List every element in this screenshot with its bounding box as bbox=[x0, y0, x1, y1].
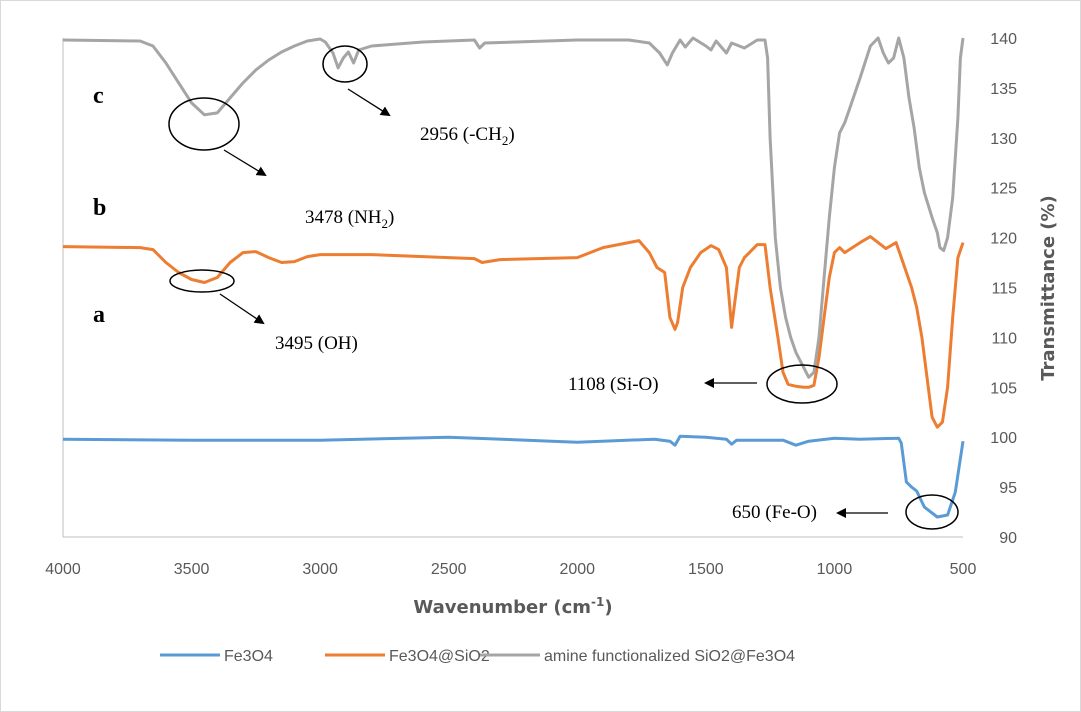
y-tick-label: 115 bbox=[991, 281, 1017, 298]
legend-label-1: Fe3O4 bbox=[224, 648, 273, 665]
series-line-3 bbox=[62, 36, 965, 379]
feo-peak-circle bbox=[905, 494, 959, 530]
x-tick-label: 1500 bbox=[688, 561, 724, 578]
y-tick-label: 140 bbox=[990, 31, 1017, 48]
y-tick-labels: 90 95 100 105 110 115 120 125 130 135 140 bbox=[990, 31, 1017, 547]
x-tick-label: 1000 bbox=[817, 561, 853, 578]
x-tick-label: 4000 bbox=[45, 561, 81, 578]
x-tick-label: 2500 bbox=[431, 561, 467, 578]
y-tick-label: 110 bbox=[991, 330, 1017, 347]
sio-peak-circle bbox=[766, 364, 838, 404]
series-group bbox=[62, 36, 965, 519]
curve-label-a: a bbox=[93, 302, 105, 328]
nh2-annotation: 3478 (NH2) bbox=[305, 207, 394, 231]
nh2-arrow bbox=[223, 149, 267, 177]
y-tick-label: 90 bbox=[999, 530, 1017, 547]
y-tick-label: 95 bbox=[999, 480, 1017, 497]
legend-label-2: Fe3O4@SiO2 bbox=[389, 648, 490, 665]
oh-arrow bbox=[219, 293, 265, 325]
x-tick-label: 3000 bbox=[302, 561, 338, 578]
y-tick-label: 130 bbox=[990, 131, 1017, 148]
x-tick-label: 500 bbox=[950, 561, 977, 578]
x-axis-title: Wavenumber (cm-1) bbox=[413, 595, 612, 618]
curve-label-b: b bbox=[93, 195, 106, 221]
oh-peak-circle bbox=[169, 269, 235, 293]
nh2-peak-circle bbox=[168, 97, 240, 151]
y-tick-label: 135 bbox=[990, 81, 1017, 98]
x-tick-labels: 4000 3500 3000 2500 2000 1500 1000 500 bbox=[45, 561, 976, 578]
y-axis-title: Transmittance (%) bbox=[1038, 195, 1059, 381]
ch2-arrow bbox=[347, 88, 391, 117]
ch2-annotation: 2956 (-CH2) bbox=[420, 124, 515, 148]
legend-label-3: amine functionalized SiO2@Fe3O4 bbox=[544, 648, 795, 665]
y-tick-label: 125 bbox=[990, 181, 1017, 198]
y-tick-label: 100 bbox=[990, 430, 1017, 447]
x-tick-label: 3500 bbox=[174, 561, 210, 578]
ch2-peak-circle bbox=[322, 45, 368, 83]
x-tick-label: 2000 bbox=[559, 561, 595, 578]
y-tick-label: 105 bbox=[990, 380, 1017, 397]
curve-label-c: c bbox=[93, 83, 104, 109]
sio-annotation: 1108 (Si-O) bbox=[568, 374, 659, 395]
legend: Fe3O4 Fe3O4@SiO2 amine functionalized SiO2… bbox=[160, 648, 795, 665]
series-line-1 bbox=[62, 434, 965, 519]
feo-annotation: 650 (Fe-O) bbox=[732, 502, 817, 523]
series-line-2 bbox=[62, 235, 965, 429]
oh-annotation: 3495 (OH) bbox=[275, 333, 358, 354]
y-tick-label: 120 bbox=[990, 231, 1017, 248]
